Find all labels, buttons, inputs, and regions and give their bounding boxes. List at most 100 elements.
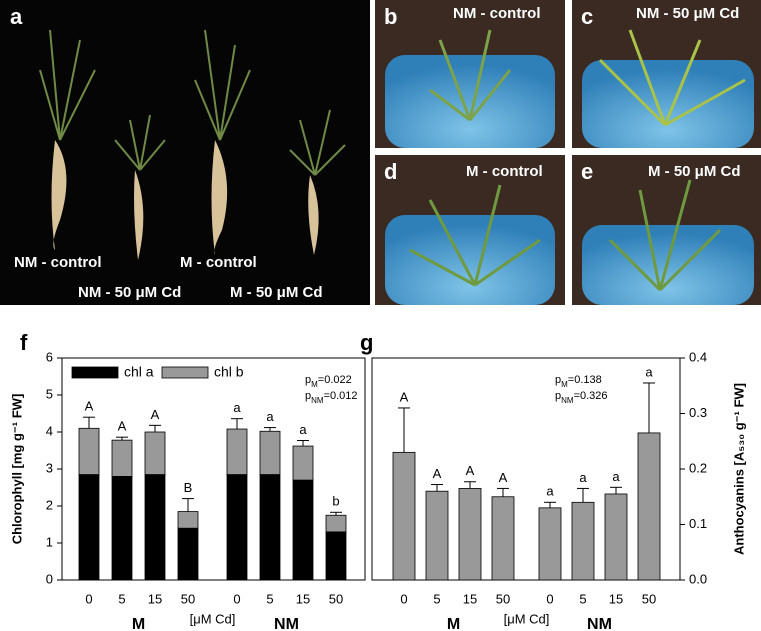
x-tick-label: 5 bbox=[118, 591, 125, 606]
group-label: NM bbox=[274, 616, 299, 631]
significance-letter: a bbox=[546, 484, 554, 499]
stat-text: pM=0.138 bbox=[555, 374, 602, 389]
bar bbox=[392, 451, 416, 581]
photo-d: d M - control bbox=[375, 155, 565, 305]
group-label: M bbox=[132, 616, 145, 631]
root-drawing bbox=[51, 140, 319, 260]
x-tick-label: 15 bbox=[296, 591, 310, 606]
bar bbox=[538, 507, 562, 581]
stat-value: =0.326 bbox=[574, 390, 608, 402]
significance-letter: A bbox=[400, 389, 409, 404]
bar-segment bbox=[325, 514, 347, 533]
x-tick-label: 50 bbox=[181, 591, 195, 606]
bar-segment bbox=[259, 474, 281, 581]
bar bbox=[571, 501, 595, 581]
bar-segment bbox=[177, 511, 199, 529]
bar-segment bbox=[78, 427, 100, 475]
x-tick-label: 0 bbox=[85, 591, 92, 606]
photo-label: M - 50 μM Cd bbox=[648, 163, 741, 180]
stat-var: p bbox=[305, 390, 311, 402]
photo-b: b NM - control bbox=[375, 0, 565, 148]
bar-segment bbox=[259, 430, 281, 475]
significance-letter: A bbox=[151, 407, 160, 422]
y-tick-label: 0.4 bbox=[689, 349, 707, 364]
x-tick-label: 15 bbox=[463, 591, 477, 606]
legend-label: chl b bbox=[214, 364, 244, 380]
x-unit-label: [μM Cd] bbox=[504, 611, 550, 626]
significance-letter: B bbox=[184, 480, 193, 495]
legend-swatch bbox=[161, 366, 209, 379]
x-tick-label: 0 bbox=[400, 591, 407, 606]
x-tick-label: 50 bbox=[329, 591, 343, 606]
stat-sub: NM bbox=[311, 396, 324, 405]
significance-letter: a bbox=[233, 400, 241, 415]
y-tick-label: 0 bbox=[46, 571, 53, 586]
panel-letter: b bbox=[384, 4, 397, 29]
photo-label: M - control bbox=[180, 254, 257, 271]
y-axis-label: Chlorophyll [mg g⁻¹ FW] bbox=[9, 394, 24, 545]
photo-e: e M - 50 μM Cd bbox=[572, 155, 761, 305]
significance-letter: b bbox=[332, 494, 339, 509]
x-tick-label: 15 bbox=[609, 591, 623, 606]
legend-swatch bbox=[71, 366, 119, 379]
stat-var: p bbox=[555, 390, 561, 402]
bar-segment bbox=[226, 474, 248, 581]
panel-letter: d bbox=[384, 159, 397, 184]
stat-value: =0.012 bbox=[324, 390, 358, 402]
significance-letter: A bbox=[85, 399, 94, 414]
x-tick-label: 50 bbox=[642, 591, 656, 606]
significance-letter: A bbox=[433, 466, 442, 481]
significance-letter: a bbox=[579, 470, 587, 485]
stat-value: =0.022 bbox=[318, 374, 352, 386]
legend-label: chl a bbox=[124, 364, 154, 380]
bar bbox=[458, 488, 482, 581]
x-tick-label: 5 bbox=[266, 591, 273, 606]
significance-letter: A bbox=[499, 470, 508, 485]
significance-letter: a bbox=[266, 409, 274, 424]
y-tick-label: 0.0 bbox=[689, 571, 707, 586]
y-tick-label: 1 bbox=[46, 534, 53, 549]
bar-segment bbox=[177, 527, 199, 581]
plant-drawing bbox=[39, 29, 346, 176]
bar bbox=[637, 432, 661, 581]
x-tick-label: 50 bbox=[496, 591, 510, 606]
stat-text: pNM=0.326 bbox=[555, 390, 608, 405]
photo-label: NM - 50 μM Cd bbox=[636, 5, 739, 22]
significance-letter: a bbox=[612, 469, 620, 484]
bar-segment bbox=[78, 474, 100, 581]
stat-text: pM=0.022 bbox=[305, 374, 352, 389]
panel-title: g bbox=[360, 330, 373, 355]
stat-sub: M bbox=[561, 380, 568, 389]
x-tick-label: 0 bbox=[546, 591, 553, 606]
bar bbox=[425, 490, 449, 581]
y-tick-label: 0.1 bbox=[689, 516, 707, 531]
x-unit-label: [μM Cd] bbox=[190, 611, 236, 626]
stat-text: pNM=0.012 bbox=[305, 390, 358, 405]
y-tick-label: 0.2 bbox=[689, 460, 707, 475]
plot-frame bbox=[61, 357, 366, 581]
significance-letter: A bbox=[118, 419, 127, 434]
photo-label: M - 50 μM Cd bbox=[230, 284, 323, 301]
stat-var: p bbox=[555, 374, 561, 386]
group-label: M bbox=[447, 616, 460, 631]
significance-letter: a bbox=[299, 422, 307, 437]
bar-segment bbox=[226, 428, 248, 475]
significance-letter: a bbox=[645, 364, 653, 379]
photo-label: M - control bbox=[466, 163, 543, 180]
panel-letter: c bbox=[581, 4, 593, 29]
panel-letter: e bbox=[581, 159, 593, 184]
bar bbox=[491, 496, 515, 581]
x-tick-label: 0 bbox=[233, 591, 240, 606]
plot-frame bbox=[371, 357, 681, 581]
bar-segment bbox=[144, 431, 166, 475]
y-tick-label: 2 bbox=[46, 497, 53, 512]
x-tick-label: 15 bbox=[148, 591, 162, 606]
bar-segment bbox=[111, 439, 133, 477]
bar-segment bbox=[292, 445, 314, 481]
panel-title: f bbox=[20, 330, 28, 355]
x-tick-label: 5 bbox=[433, 591, 440, 606]
stat-value: =0.138 bbox=[568, 374, 602, 386]
y-axis-label: Anthocyanins [A₅₃₀ g⁻¹ FW] bbox=[731, 383, 746, 555]
